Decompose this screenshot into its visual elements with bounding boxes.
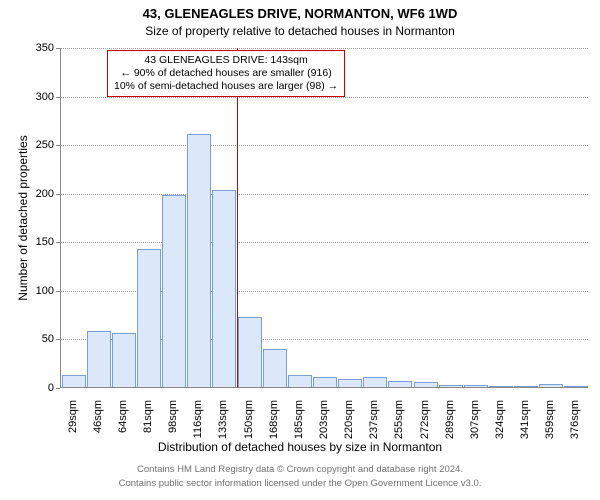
- histogram-bar: [187, 134, 211, 387]
- histogram-bar: [388, 381, 412, 387]
- y-tick-label: 50: [26, 333, 54, 345]
- y-tick: [56, 48, 60, 49]
- x-tick-label: 376sqm: [569, 400, 581, 460]
- y-tick: [56, 291, 60, 292]
- x-tick-label: 116sqm: [192, 400, 204, 460]
- histogram-bar: [439, 385, 463, 387]
- footer-line-2: Contains public sector information licen…: [0, 478, 600, 489]
- y-tick: [56, 145, 60, 146]
- x-tick-label: 133sqm: [217, 400, 229, 460]
- x-tick-label: 289sqm: [444, 400, 456, 460]
- histogram-bar: [62, 375, 86, 387]
- histogram-bar: [489, 386, 513, 387]
- y-tick-label: 200: [26, 188, 54, 200]
- y-tick-label: 150: [26, 236, 54, 248]
- page-subtitle: Size of property relative to detached ho…: [0, 24, 600, 38]
- histogram-bar: [137, 249, 161, 387]
- x-tick-label: 237sqm: [368, 400, 380, 460]
- histogram-bar: [212, 190, 236, 387]
- histogram-bar: [162, 195, 186, 387]
- x-tick-label: 81sqm: [142, 400, 154, 460]
- histogram-bar: [539, 384, 563, 387]
- y-tick-label: 300: [26, 91, 54, 103]
- x-tick-label: 98sqm: [167, 400, 179, 460]
- histogram-plot: 43 GLENEAGLES DRIVE: 143sqm← 90% of deta…: [60, 48, 588, 388]
- histogram-bar: [313, 377, 337, 387]
- x-tick-label: 272sqm: [419, 400, 431, 460]
- annotation-box: 43 GLENEAGLES DRIVE: 143sqm← 90% of deta…: [107, 50, 345, 97]
- y-tick-label: 350: [26, 42, 54, 54]
- x-tick-label: 185sqm: [293, 400, 305, 460]
- histogram-bar: [87, 331, 111, 387]
- x-tick-label: 203sqm: [318, 400, 330, 460]
- annotation-line: 43 GLENEAGLES DRIVE: 143sqm: [114, 54, 338, 67]
- histogram-bar: [338, 379, 362, 387]
- histogram-bar: [263, 349, 287, 387]
- x-tick-label: 359sqm: [544, 400, 556, 460]
- y-gridline: [61, 242, 588, 243]
- x-tick-label: 255sqm: [393, 400, 405, 460]
- y-gridline: [61, 145, 588, 146]
- reference-line: [237, 48, 238, 387]
- x-tick-label: 150sqm: [243, 400, 255, 460]
- y-tick: [56, 97, 60, 98]
- page-title: 43, GLENEAGLES DRIVE, NORMANTON, WF6 1WD: [0, 6, 600, 21]
- histogram-bar: [363, 377, 387, 387]
- histogram-bar: [564, 386, 588, 387]
- histogram-bar: [514, 386, 538, 387]
- x-tick-label: 46sqm: [92, 400, 104, 460]
- x-tick-label: 29sqm: [67, 400, 79, 460]
- x-tick-label: 341sqm: [519, 400, 531, 460]
- x-tick-label: 307sqm: [469, 400, 481, 460]
- histogram-bar: [464, 385, 488, 387]
- y-gridline: [61, 194, 588, 195]
- x-tick-label: 220sqm: [343, 400, 355, 460]
- y-tick: [56, 388, 60, 389]
- histogram-bar: [288, 375, 312, 387]
- y-tick: [56, 242, 60, 243]
- annotation-line: 10% of semi-detached houses are larger (…: [114, 80, 338, 93]
- y-tick-label: 250: [26, 139, 54, 151]
- annotation-line: ← 90% of detached houses are smaller (91…: [114, 67, 338, 80]
- x-tick-label: 324sqm: [494, 400, 506, 460]
- y-tick: [56, 339, 60, 340]
- histogram-bar: [112, 333, 136, 387]
- footer-line-1: Contains HM Land Registry data © Crown c…: [0, 464, 600, 475]
- y-tick-label: 100: [26, 285, 54, 297]
- histogram-bar: [238, 317, 262, 387]
- histogram-bar: [414, 382, 438, 387]
- x-tick-label: 64sqm: [117, 400, 129, 460]
- y-tick-label: 0: [26, 382, 54, 394]
- y-gridline: [61, 48, 588, 49]
- x-tick-label: 168sqm: [268, 400, 280, 460]
- y-tick: [56, 194, 60, 195]
